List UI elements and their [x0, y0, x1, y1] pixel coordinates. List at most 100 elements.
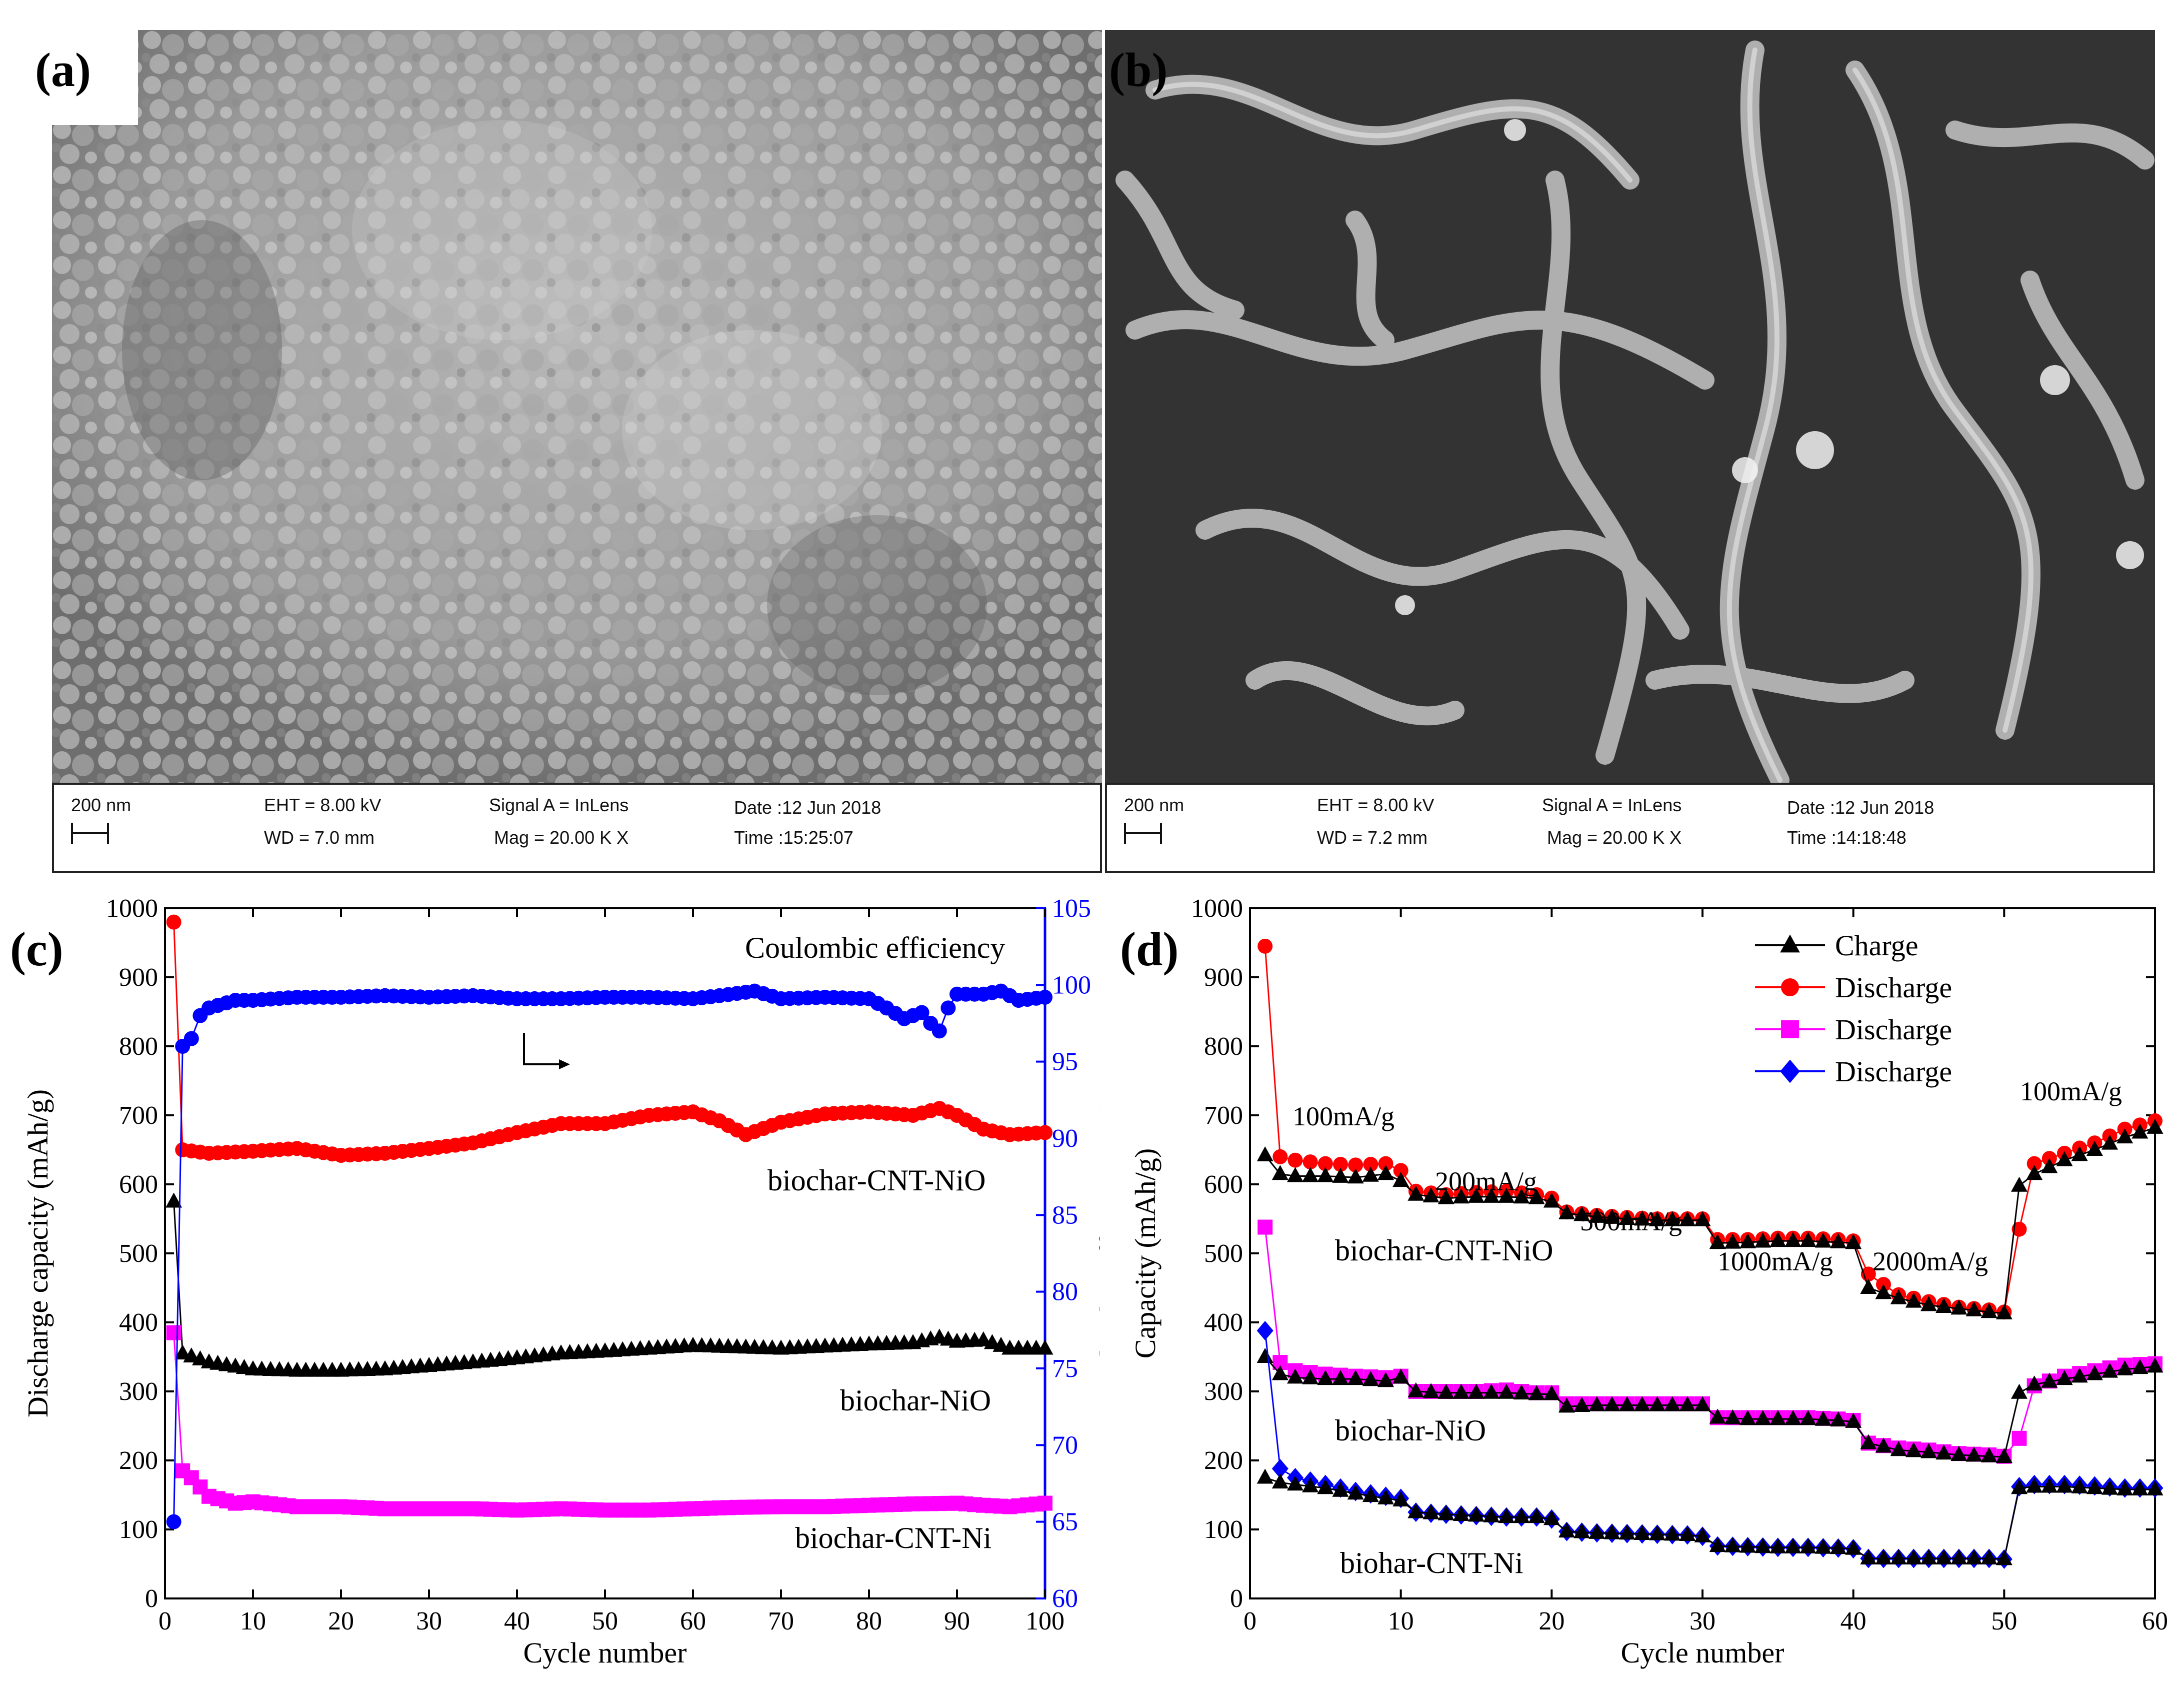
data-point — [1618, 1524, 1636, 1540]
panel-d-letter: (d) — [1120, 922, 1178, 976]
legend-marker — [1781, 1020, 1799, 1038]
data-point — [1980, 1549, 1998, 1564]
data-point — [2132, 1480, 2148, 1495]
legend: Charge Discharge Discharge Discharge — [1755, 929, 1952, 1088]
scale-bar-tick-right — [107, 823, 109, 844]
y2-tick-label: 65 — [1052, 1508, 1078, 1536]
data-point — [975, 1331, 992, 1346]
data-point — [1634, 1210, 1650, 1226]
data-point — [1770, 1410, 1786, 1425]
data-point — [1422, 1383, 1440, 1398]
data-point — [1604, 1396, 1620, 1411]
data-point — [1256, 1468, 1274, 1484]
x-tick-label: 0 — [158, 1607, 172, 1635]
data-point — [2056, 1477, 2073, 1493]
data-point — [1302, 1369, 1319, 1384]
data-point — [1528, 1508, 1545, 1523]
data-point — [2071, 1367, 2088, 1383]
x-tick-label: 70 — [768, 1607, 794, 1635]
rate-label: 100mA/g — [1292, 1101, 1394, 1131]
data-point — [2146, 1480, 2164, 1495]
data-point — [2086, 1365, 2103, 1380]
data-point — [1996, 1304, 2012, 1320]
data-point — [1814, 1232, 1832, 1248]
x-tick-label: 30 — [1690, 1607, 1716, 1635]
data-point — [1694, 1527, 1711, 1542]
y2-tick-label: 100 — [1052, 971, 1091, 999]
data-point — [1830, 1539, 1846, 1554]
data-point — [1618, 1210, 1636, 1225]
data-point — [1724, 1233, 1741, 1249]
data-point — [1800, 1538, 1816, 1553]
data-point — [1966, 1549, 1982, 1564]
panel-a: (a) 200 nm EHT = 8.00 kV WD = 7.0 mm Sig… — [31, 0, 1102, 873]
eht-value: EHT = 8.00 kV — [1317, 795, 1434, 815]
x-tick-label: 50 — [592, 1607, 618, 1635]
sem-image-b — [1105, 30, 2155, 785]
data-point — [2026, 1165, 2043, 1180]
y-tick-label: 700 — [1204, 1101, 1243, 1130]
scale-label: 200 nm — [1124, 795, 1184, 815]
annotation-biohar-cnt-ni: biohar-CNT-Ni — [1340, 1546, 1524, 1579]
scale-bar-tick-left — [71, 823, 73, 844]
data-point — [1679, 1526, 1696, 1541]
y2-tick-label: 75 — [1052, 1354, 1078, 1383]
data-point — [914, 1005, 930, 1020]
y-tick-label: 300 — [1204, 1377, 1243, 1406]
data-point — [1287, 1368, 1304, 1384]
data-point — [1392, 1172, 1410, 1187]
series-3 — [166, 983, 1052, 1529]
data-point — [1287, 1475, 1304, 1491]
data-point — [1332, 1481, 1349, 1497]
data-point — [1272, 1473, 1288, 1489]
data-point — [1483, 1187, 1500, 1203]
data-point — [1452, 1383, 1470, 1399]
x-tick-label: 30 — [416, 1607, 442, 1635]
data-point — [1468, 1383, 1484, 1399]
mag-value: Mag = 20.00 K X — [494, 827, 629, 848]
data-point — [1038, 1495, 1052, 1511]
data-point — [1740, 1537, 1756, 1553]
data-point — [1378, 1165, 1394, 1180]
series-line — [173, 990, 1046, 1522]
data-point — [2012, 1221, 2027, 1237]
date-value: Date :12 Jun 2018 — [734, 797, 882, 818]
data-point — [1784, 1410, 1802, 1425]
data-point — [1920, 1296, 1937, 1311]
data-point — [1875, 1284, 1892, 1299]
sem-image-a — [52, 30, 1102, 785]
data-point — [1452, 1506, 1470, 1521]
data-point — [1664, 1211, 1681, 1226]
data-point — [1784, 1232, 1802, 1247]
data-point — [1422, 1504, 1440, 1519]
x-tick-label: 90 — [944, 1607, 970, 1635]
legend-label: Charge — [1835, 929, 1918, 962]
series-line — [173, 1332, 1046, 1511]
data-point — [1860, 1549, 1877, 1564]
data-point — [1936, 1444, 1952, 1460]
data-point — [1422, 1187, 1440, 1203]
data-point — [1333, 1156, 1348, 1172]
data-point — [1558, 1397, 1575, 1413]
data-point — [1317, 1167, 1334, 1182]
y-tick-label: 0 — [145, 1584, 158, 1613]
scale-bar-tick-left — [1124, 823, 1126, 844]
data-point — [1378, 1156, 1394, 1171]
data-point — [1694, 1396, 1711, 1411]
data-point — [1574, 1396, 1590, 1412]
y-tick-label: 700 — [119, 1101, 158, 1130]
scale-bar-tick-right — [1160, 823, 1162, 844]
data-point — [1770, 1232, 1786, 1247]
y-tick-label: 1000 — [106, 894, 158, 923]
x-tick-label: 40 — [1840, 1607, 1866, 1635]
x-tick-label: 10 — [240, 1607, 266, 1635]
annotation-biochar-cnt-nio: biochar-CNT-NiO — [1335, 1234, 1554, 1267]
y-tick-label: 900 — [1204, 963, 1243, 992]
data-point — [1709, 1537, 1726, 1552]
legend-label: Discharge — [1835, 1013, 1952, 1046]
data-point — [1347, 1484, 1364, 1500]
mag-value: Mag = 20.00 K X — [1547, 827, 1682, 848]
data-point — [2026, 1375, 2043, 1391]
data-point — [2011, 1176, 2028, 1192]
data-point — [2086, 1479, 2103, 1494]
